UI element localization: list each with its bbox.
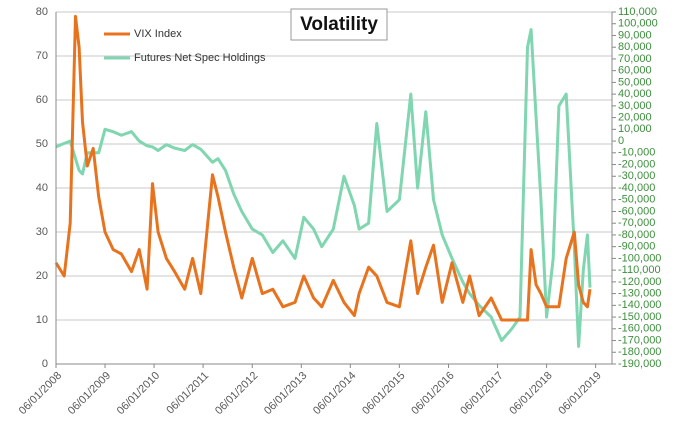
y2-tick-label: -20,000 bbox=[618, 158, 655, 170]
y2-tick-label: -140,000 bbox=[618, 299, 661, 311]
y2-tick-label: -10,000 bbox=[618, 147, 655, 159]
y2-tick-label: 40,000 bbox=[618, 88, 652, 100]
series-line bbox=[54, 14, 592, 322]
y2-tick-label: 50,000 bbox=[618, 76, 652, 88]
y2-tick-label: -110,000 bbox=[618, 264, 661, 276]
y2-tick-label: -100,000 bbox=[618, 252, 661, 264]
y2-tick-label: -90,000 bbox=[618, 241, 655, 253]
legend-label: Futures Net Spec Holdings bbox=[134, 52, 266, 64]
y2-tick-label: 60,000 bbox=[618, 65, 652, 77]
lines bbox=[54, 14, 592, 348]
y-tick-label: 50 bbox=[36, 138, 48, 150]
y2-tick-label: -180,000 bbox=[618, 346, 661, 358]
y2-tick-label: -170,000 bbox=[618, 334, 661, 346]
y-tick-label: 0 bbox=[42, 358, 48, 370]
y2-tick-label: -40,000 bbox=[618, 182, 655, 194]
y2-tick-label: -50,000 bbox=[618, 194, 655, 206]
y2-tick-label: 0 bbox=[618, 135, 624, 147]
y2-tick-label: -30,000 bbox=[618, 170, 655, 182]
y-tick-label: 70 bbox=[36, 50, 48, 62]
series-line bbox=[55, 28, 592, 348]
y2-tick-label: -60,000 bbox=[618, 205, 655, 217]
y2-tick-label: 70,000 bbox=[618, 53, 652, 65]
y2-tick-label: 30,000 bbox=[618, 100, 652, 112]
y-tick-label: 80 bbox=[36, 6, 48, 18]
y2-tick-label: 110,000 bbox=[618, 6, 657, 18]
y2-tick-label: -130,000 bbox=[618, 288, 661, 300]
y2-tick-label: -80,000 bbox=[618, 229, 655, 241]
y-tick-label: 20 bbox=[36, 270, 48, 282]
y2-tick-label: 20,000 bbox=[618, 112, 652, 124]
y2-tick-label: 100,000 bbox=[618, 18, 658, 30]
y2-tick-label: -160,000 bbox=[618, 323, 661, 335]
y2-tick-label: 80,000 bbox=[618, 41, 652, 53]
y2-tick-label: -150,000 bbox=[618, 311, 661, 323]
y-tick-label: 10 bbox=[36, 314, 48, 326]
y2-tick-label: 90,000 bbox=[618, 29, 652, 41]
legend-label: VIX Index bbox=[134, 28, 182, 40]
y-tick-label: 60 bbox=[36, 94, 48, 106]
y2-tick-label: -120,000 bbox=[618, 276, 661, 288]
y2-tick-label: -70,000 bbox=[618, 217, 655, 229]
y-tick-label: 30 bbox=[36, 226, 48, 238]
y2-tick-label: 10,000 bbox=[618, 123, 652, 135]
y2-tick-label: -190,000 bbox=[618, 358, 661, 370]
legend: VIX Index Futures Net Spec Holdings bbox=[104, 28, 266, 64]
y-tick-label: 40 bbox=[36, 182, 48, 194]
chart-title: Volatility bbox=[300, 14, 378, 35]
title-box bbox=[290, 8, 388, 41]
